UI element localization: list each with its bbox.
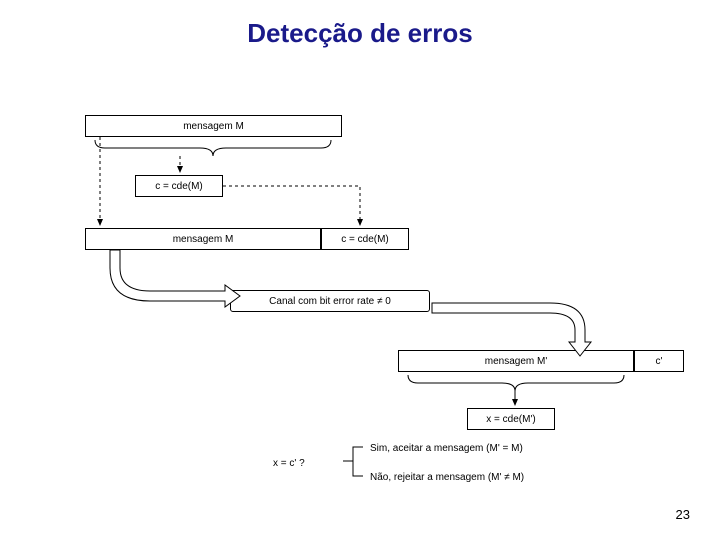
label-cde-top: c = cde(M) (155, 181, 203, 192)
label-channel: Canal com bit error rate ≠ 0 (269, 296, 391, 307)
box-cde-top: c = cde(M) (135, 175, 223, 197)
label-msg-m-top: mensagem M (183, 121, 244, 132)
box-channel: Canal com bit error rate ≠ 0 (230, 290, 430, 312)
label-msg-m-prime: mensagem M' (485, 356, 548, 367)
box-x-cde: x = cde(M') (467, 408, 555, 430)
text-x-eq-c: x = c' ? (273, 458, 305, 469)
box-cde-mid: c = cde(M) (321, 228, 409, 250)
label-msg-m-mid: mensagem M (173, 234, 234, 245)
box-msg-m-prime: mensagem M' (398, 350, 634, 372)
label-c-prime: c' (656, 356, 663, 367)
label-cde-mid: c = cde(M) (341, 234, 389, 245)
box-c-prime: c' (634, 350, 684, 372)
page-number: 23 (676, 507, 690, 522)
box-msg-m-top: mensagem M (85, 115, 342, 137)
diagram-connectors (0, 0, 720, 540)
text-accept: Sim, aceitar a mensagem (M' = M) (370, 443, 523, 454)
label-x-cde: x = cde(M') (486, 414, 535, 425)
slide-title: Detecção de erros (0, 18, 720, 49)
box-msg-m-mid: mensagem M (85, 228, 321, 250)
text-reject: Não, rejeitar a mensagem (M' ≠ M) (370, 472, 524, 483)
